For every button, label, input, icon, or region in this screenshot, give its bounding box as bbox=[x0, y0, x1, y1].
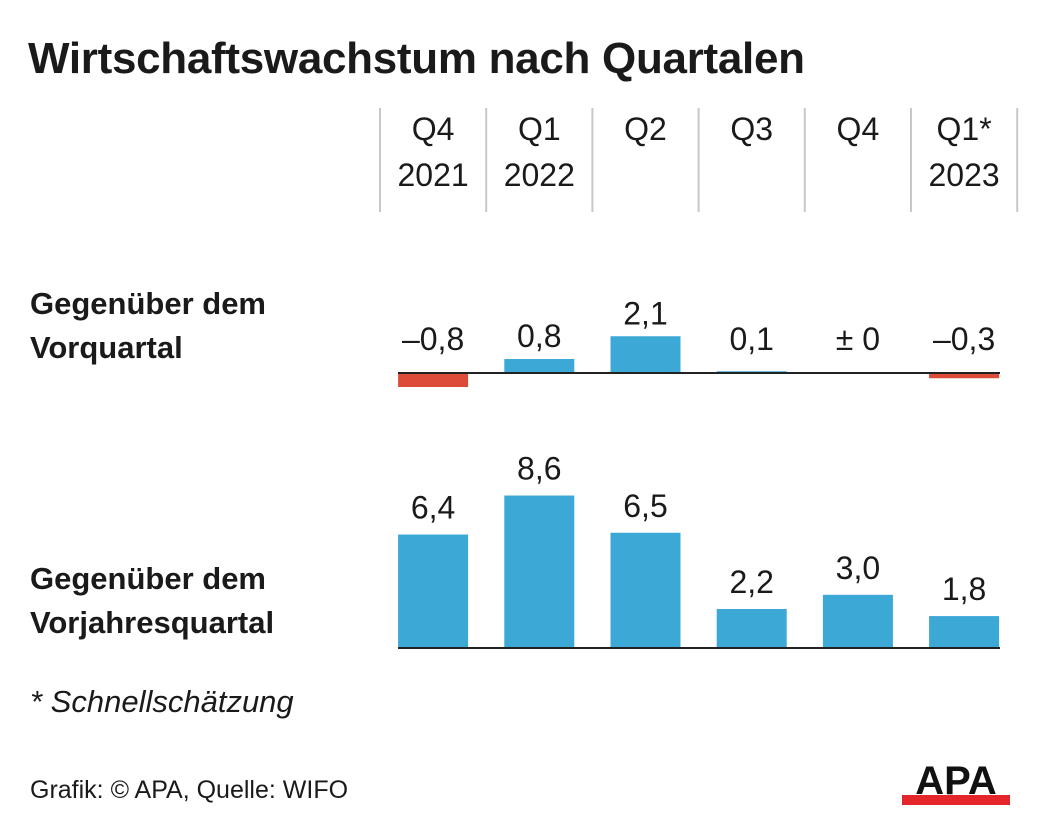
yoy-bar bbox=[610, 532, 681, 648]
apa-logo-stripe bbox=[902, 795, 1010, 805]
yoy-value-label: 1,8 bbox=[942, 571, 986, 607]
yoy-bar bbox=[822, 594, 893, 648]
yoy-value-label: 6,4 bbox=[411, 490, 455, 526]
footnote: * Schnellschätzung bbox=[30, 684, 294, 719]
qoq-value-label: –0,3 bbox=[933, 321, 995, 357]
yoy-value-label: 3,0 bbox=[836, 550, 880, 586]
year-label: 2021 bbox=[398, 157, 469, 193]
quarter-label: Q4 bbox=[837, 111, 880, 147]
quarter-header: Q4 2021 Q1 2022 Q2 Q3 Q4 Q1* 2023 bbox=[379, 108, 1019, 212]
yoy-bar bbox=[929, 616, 1000, 648]
qoq-value-label: ± 0 bbox=[836, 321, 880, 357]
apa-logo: APA bbox=[902, 760, 1010, 805]
quarter-label: Q4 bbox=[412, 111, 455, 147]
year-label: 2022 bbox=[504, 157, 575, 193]
yoy-bar bbox=[716, 608, 787, 648]
qoq-bar bbox=[504, 359, 575, 373]
qoq-bar bbox=[398, 373, 469, 387]
qoq-series: –0,8 0,8 2,1 0,1 ± 0 –0,3 bbox=[398, 295, 1000, 387]
row-label-qoq-line1: Gegenüber dem bbox=[30, 286, 266, 321]
yoy-bar bbox=[504, 495, 575, 648]
qoq-bar bbox=[610, 336, 681, 373]
yoy-value-label: 2,2 bbox=[729, 564, 773, 600]
quarter-label: Q2 bbox=[624, 111, 667, 147]
row-label-qoq: Gegenüber dem Vorquartal bbox=[30, 282, 266, 370]
row-label-yoy-line1: Gegenüber dem bbox=[30, 561, 266, 596]
qoq-value-label: –0,8 bbox=[402, 321, 464, 357]
yoy-series: 6,4 8,6 6,5 2,2 3,0 1,8 bbox=[398, 451, 1000, 649]
qoq-bar bbox=[929, 373, 1000, 379]
row-label-yoy: Gegenüber dem Vorjahresquartal bbox=[30, 557, 274, 645]
chart-title: Wirtschaftswachstum nach Quartalen bbox=[28, 34, 805, 83]
yoy-value-label: 8,6 bbox=[517, 451, 561, 487]
yoy-value-label: 6,5 bbox=[623, 488, 667, 524]
row-label-qoq-line2: Vorquartal bbox=[30, 330, 183, 365]
source-credit: Grafik: © APA, Quelle: WIFO bbox=[30, 776, 349, 804]
quarter-label: Q1* bbox=[937, 111, 992, 147]
quarter-label: Q1 bbox=[518, 111, 561, 147]
qoq-value-label: 0,8 bbox=[517, 318, 561, 354]
qoq-value-label: 2,1 bbox=[623, 295, 667, 331]
year-label: 2023 bbox=[929, 157, 1000, 193]
yoy-bar bbox=[398, 534, 469, 648]
quarter-label: Q3 bbox=[730, 111, 773, 147]
qoq-value-label: 0,1 bbox=[729, 321, 773, 357]
row-label-yoy-line2: Vorjahresquartal bbox=[30, 605, 275, 640]
